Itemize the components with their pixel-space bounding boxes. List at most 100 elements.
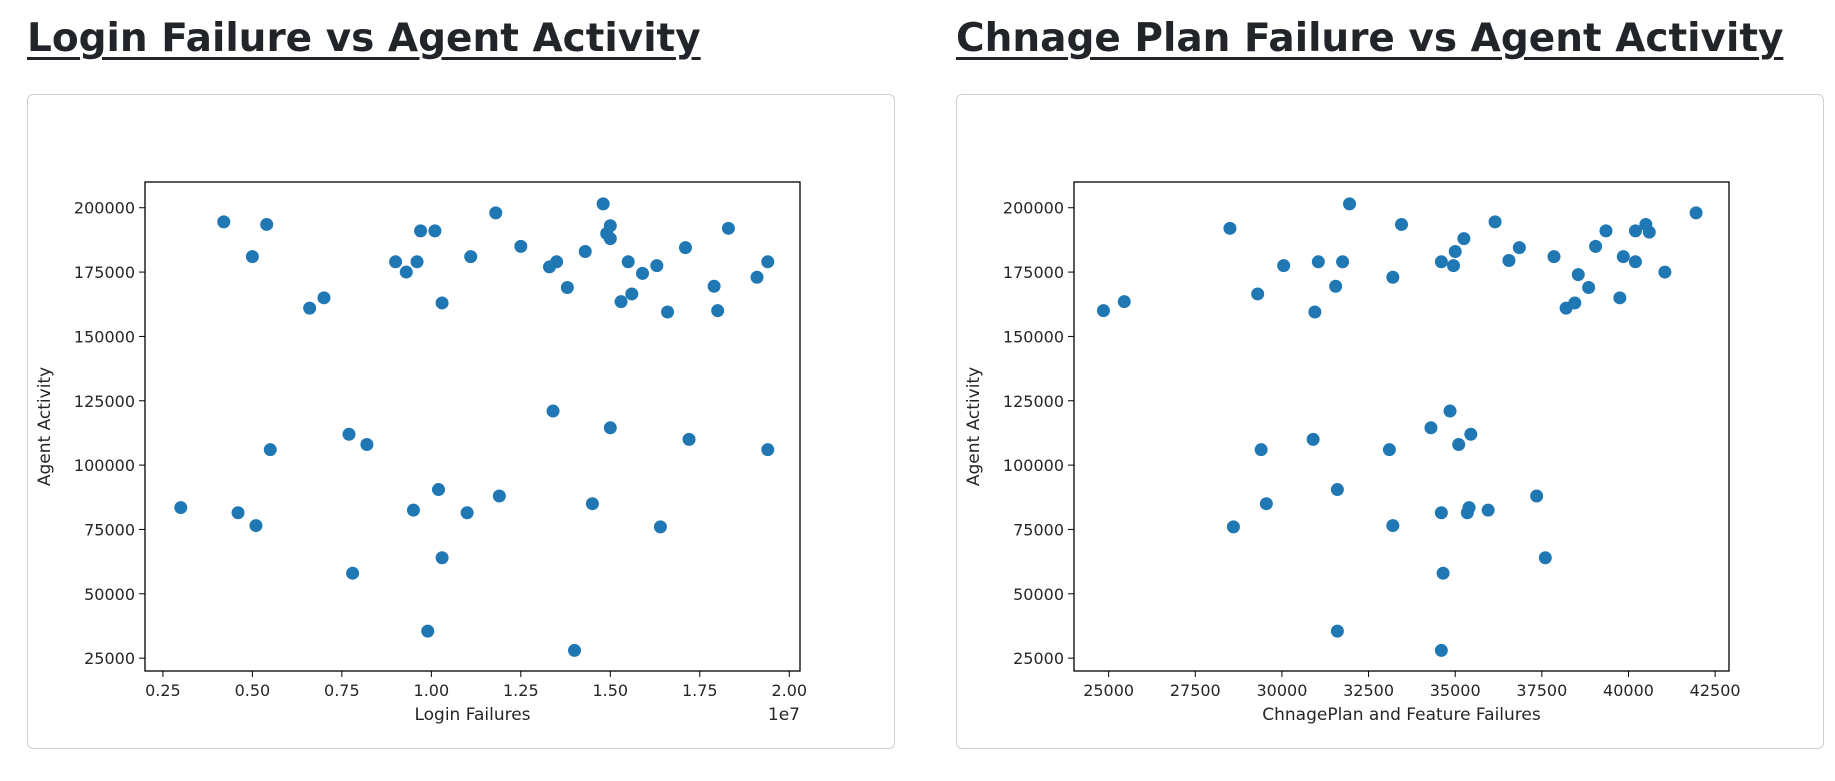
y-tick-label: 175000 bbox=[1003, 263, 1064, 282]
y-axis-label: Agent Activity bbox=[35, 367, 55, 486]
x-tick-label: 40000 bbox=[1603, 681, 1654, 700]
login-chart-title: Login Failure vs Agent Activity bbox=[27, 16, 701, 61]
scatter-point bbox=[1308, 305, 1322, 319]
x-tick-label: 42500 bbox=[1690, 681, 1741, 700]
scatter-point bbox=[489, 206, 503, 220]
scatter-point bbox=[360, 438, 374, 452]
scatter-point bbox=[1512, 241, 1526, 255]
x-tick-label: 0.50 bbox=[235, 681, 271, 700]
x-tick-label: 1.00 bbox=[414, 681, 450, 700]
scatter-point bbox=[761, 255, 775, 269]
scatter-point bbox=[560, 281, 574, 295]
scatter-point bbox=[1571, 268, 1585, 282]
scatter-point bbox=[1502, 253, 1516, 267]
y-tick-label: 175000 bbox=[74, 263, 135, 282]
plot-frame bbox=[1073, 181, 1730, 672]
scatter-point bbox=[1329, 279, 1343, 293]
y-tick-label: 100000 bbox=[74, 456, 135, 475]
x-tick-label: 0.25 bbox=[145, 681, 181, 700]
scatter-point bbox=[428, 224, 442, 238]
plot-frame bbox=[144, 181, 801, 672]
scatter-point bbox=[625, 287, 639, 301]
scatter-point bbox=[1530, 489, 1544, 503]
scatter-point bbox=[1616, 250, 1630, 264]
y-tick-label: 150000 bbox=[1003, 327, 1064, 346]
scatter-point bbox=[421, 624, 435, 638]
scatter-point bbox=[603, 232, 617, 246]
scatter-point bbox=[1382, 443, 1396, 457]
scatter-point bbox=[514, 239, 528, 253]
scatter-point bbox=[245, 250, 259, 264]
scatter-point bbox=[435, 551, 449, 565]
x-tick-label: 37500 bbox=[1516, 681, 1567, 700]
scatter-point bbox=[1599, 224, 1613, 238]
x-tick-label: 2.00 bbox=[771, 681, 807, 700]
y-tick-label: 25000 bbox=[1013, 649, 1064, 668]
scatter-point bbox=[1434, 255, 1448, 269]
y-tick-label: 75000 bbox=[84, 520, 135, 539]
scatter-point bbox=[1464, 427, 1478, 441]
scatter-point bbox=[342, 427, 356, 441]
x-tick-label: 0.75 bbox=[324, 681, 360, 700]
scatter-point bbox=[750, 270, 764, 284]
scatter-point bbox=[682, 432, 696, 446]
scatter-point bbox=[174, 501, 188, 515]
scatter-point bbox=[1462, 501, 1476, 515]
scatter-point bbox=[389, 255, 403, 269]
scatter-point bbox=[1538, 551, 1552, 565]
scatter-point bbox=[661, 305, 675, 319]
x-axis-label: ChnagePlan and Feature Failures bbox=[1262, 705, 1541, 725]
scatter-point bbox=[614, 295, 628, 309]
scatter-point bbox=[1547, 250, 1561, 264]
y-tick-label: 75000 bbox=[1013, 520, 1064, 539]
scatter-point bbox=[1311, 255, 1325, 269]
scatter-point bbox=[217, 215, 231, 229]
login-scatter-plot: 0.25 0.50 0.75 1.00 1.25 1.50 1.75 2.00 25000 500… bbox=[35, 181, 807, 725]
scatter-point bbox=[546, 404, 560, 418]
y-tick-label: 50000 bbox=[1013, 585, 1064, 604]
y-tick-label: 100000 bbox=[1003, 456, 1064, 475]
scatter-point bbox=[650, 259, 664, 273]
scatter-point bbox=[603, 219, 617, 233]
scatter-point bbox=[1568, 296, 1582, 310]
scatter-point bbox=[263, 443, 277, 457]
x-tick-label: 32500 bbox=[1343, 681, 1394, 700]
x-tick-label: 1.50 bbox=[592, 681, 628, 700]
scatter-point bbox=[1117, 295, 1131, 309]
y-tick-label: 125000 bbox=[1003, 392, 1064, 411]
scatter-point bbox=[1386, 270, 1400, 284]
scatter-point bbox=[721, 221, 735, 235]
scatter-point bbox=[1259, 497, 1273, 511]
scatter-point bbox=[406, 503, 420, 517]
scatter-point bbox=[399, 265, 413, 279]
scatter-point bbox=[1096, 304, 1110, 318]
x-tick-label: 1.25 bbox=[503, 681, 539, 700]
scatter-point bbox=[1306, 432, 1320, 446]
scatter-point bbox=[1457, 232, 1471, 246]
scatter-point bbox=[1443, 404, 1457, 418]
y-tick-label: 200000 bbox=[1003, 199, 1064, 218]
change-plan-chart-title: Chnage Plan Failure vs Agent Activity bbox=[956, 16, 1784, 61]
scatter-point bbox=[1395, 217, 1408, 231]
scatter-point bbox=[249, 519, 263, 533]
scatter-point bbox=[1330, 624, 1344, 638]
scatter-point bbox=[1434, 506, 1448, 520]
scatter-point bbox=[568, 643, 582, 657]
scatter-point bbox=[1436, 566, 1450, 580]
x-tick-label: 25000 bbox=[1083, 681, 1134, 700]
scatter-point bbox=[1336, 255, 1350, 269]
scatter-point bbox=[1424, 421, 1438, 435]
scatter-point bbox=[1448, 244, 1462, 258]
scatter-point bbox=[1434, 643, 1448, 657]
change-plan-scatter-plot: 25000 27500 30000 32500 35000 37500 40000 42500… bbox=[964, 181, 1741, 725]
login-chart-card: 0.25 0.50 0.75 1.00 1.25 1.50 1.75 2.00 25000 500… bbox=[27, 94, 895, 749]
scatter-point bbox=[1452, 438, 1466, 452]
scatter-point bbox=[410, 255, 424, 269]
scatter-point bbox=[711, 304, 725, 318]
change-plan-chart-card: 25000 27500 30000 32500 35000 37500 40000 42500… bbox=[956, 94, 1824, 749]
x-axis-offset-label: 1e7 bbox=[768, 705, 800, 725]
scatter-point bbox=[260, 217, 274, 231]
y-tick-label: 125000 bbox=[74, 392, 135, 411]
scatter-point bbox=[1628, 224, 1642, 238]
scatter-point bbox=[621, 255, 635, 269]
